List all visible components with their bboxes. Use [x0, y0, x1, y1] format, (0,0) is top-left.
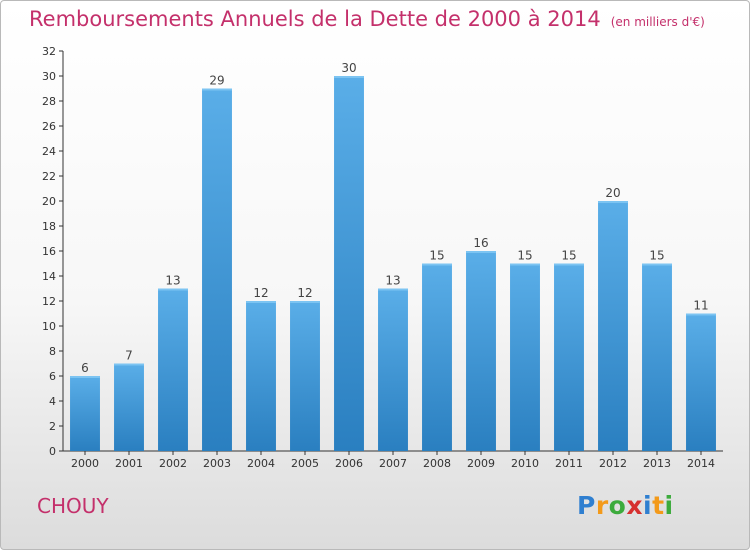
- x-tick-label: 2011: [555, 457, 583, 470]
- data-label: 30: [341, 61, 356, 75]
- bar-top-highlight: [686, 313, 716, 316]
- y-tick-label: 10: [42, 320, 56, 333]
- y-tick-label: 30: [42, 70, 56, 83]
- chart-subtitle: (en milliers d'€): [610, 15, 705, 29]
- data-label: 11: [693, 299, 708, 313]
- x-tick-label: 2009: [467, 457, 495, 470]
- data-label: 6: [81, 361, 89, 375]
- data-label: 15: [649, 249, 664, 263]
- bars: 6 7 13 29 12 12 30 13 15 16 15 15 20 15 11: [70, 61, 716, 451]
- y-tick-label: 32: [42, 45, 56, 58]
- bar-top-highlight: [422, 263, 452, 266]
- y-tick-label: 16: [42, 245, 56, 258]
- bar: [642, 263, 672, 451]
- logo-letter: i: [643, 491, 653, 520]
- bar: [70, 376, 100, 451]
- bar: [378, 288, 408, 451]
- data-label: 15: [429, 249, 444, 263]
- x-tick-label: 2010: [511, 457, 539, 470]
- data-label: 15: [517, 249, 532, 263]
- y-tick-label: 0: [49, 445, 56, 458]
- x-tick-label: 2001: [115, 457, 143, 470]
- bar: [554, 263, 584, 451]
- bar: [598, 201, 628, 451]
- x-tick-label: 2012: [599, 457, 627, 470]
- bar: [246, 301, 276, 451]
- y-tick-label: 14: [42, 270, 56, 283]
- bar: [202, 88, 232, 451]
- x-tick-label: 2005: [291, 457, 319, 470]
- y-tick-label: 2: [49, 420, 56, 433]
- y-tick-label: 8: [49, 345, 56, 358]
- logo-letter: P: [577, 491, 596, 520]
- bar: [466, 251, 496, 451]
- bar: [158, 288, 188, 451]
- y-tick-label: 22: [42, 170, 56, 183]
- bar: [422, 263, 452, 451]
- bar-top-highlight: [642, 263, 672, 266]
- x-tick-label: 2003: [203, 457, 231, 470]
- bar-top-highlight: [466, 251, 496, 253]
- bar-top-highlight: [378, 288, 408, 291]
- proxiti-logo: Proxiti: [577, 491, 674, 520]
- logo-letter: x: [626, 491, 643, 520]
- bar-top-highlight: [598, 201, 628, 203]
- x-tick-label: 2013: [643, 457, 671, 470]
- x-tick-label: 2004: [247, 457, 275, 470]
- bar-top-highlight: [290, 301, 320, 303]
- x-tick-label: 2014: [687, 457, 715, 470]
- bar-top-highlight: [334, 76, 364, 78]
- y-tick-label: 26: [42, 120, 56, 133]
- y-tick-label: 4: [49, 395, 56, 408]
- bar: [114, 363, 144, 451]
- bar-top-highlight: [554, 263, 584, 266]
- y-tick-label: 28: [42, 95, 56, 108]
- x-tick-label: 2007: [379, 457, 407, 470]
- bar: [334, 76, 364, 451]
- y-tick-label: 18: [42, 220, 56, 233]
- logo-letter: t: [652, 491, 665, 520]
- data-label: 16: [473, 236, 488, 250]
- bar-top-highlight: [202, 88, 232, 91]
- chart-title: Remboursements Annuels de la Dette de 20…: [29, 7, 705, 31]
- y-tick-label: 24: [42, 145, 56, 158]
- bar: [290, 301, 320, 451]
- data-label: 15: [561, 249, 576, 263]
- data-label: 7: [125, 349, 133, 363]
- place-name: CHOUY: [37, 494, 109, 518]
- data-label: 29: [209, 74, 224, 88]
- y-tick-label: 20: [42, 195, 56, 208]
- bar-top-highlight: [114, 363, 144, 366]
- x-tick-label: 2000: [71, 457, 99, 470]
- logo-letter: r: [595, 491, 609, 520]
- x-tick-label: 2002: [159, 457, 187, 470]
- bar-top-highlight: [158, 288, 188, 291]
- data-label: 12: [297, 286, 312, 300]
- x-tick-label: 2008: [423, 457, 451, 470]
- y-tick-label: 6: [49, 370, 56, 383]
- x-tick-label: 2006: [335, 457, 363, 470]
- y-tick-label: 12: [42, 295, 56, 308]
- bar: [510, 263, 540, 451]
- bar-top-highlight: [70, 376, 100, 378]
- bar: [686, 313, 716, 451]
- data-label: 13: [165, 274, 180, 288]
- chart-title-text: Remboursements Annuels de la Dette de 20…: [29, 7, 601, 31]
- data-label: 13: [385, 274, 400, 288]
- logo-letter: o: [608, 491, 627, 520]
- logo-letter: i: [664, 491, 674, 520]
- data-label: 12: [253, 286, 268, 300]
- bar-top-highlight: [246, 301, 276, 303]
- data-label: 20: [605, 186, 620, 200]
- bar-top-highlight: [510, 263, 540, 266]
